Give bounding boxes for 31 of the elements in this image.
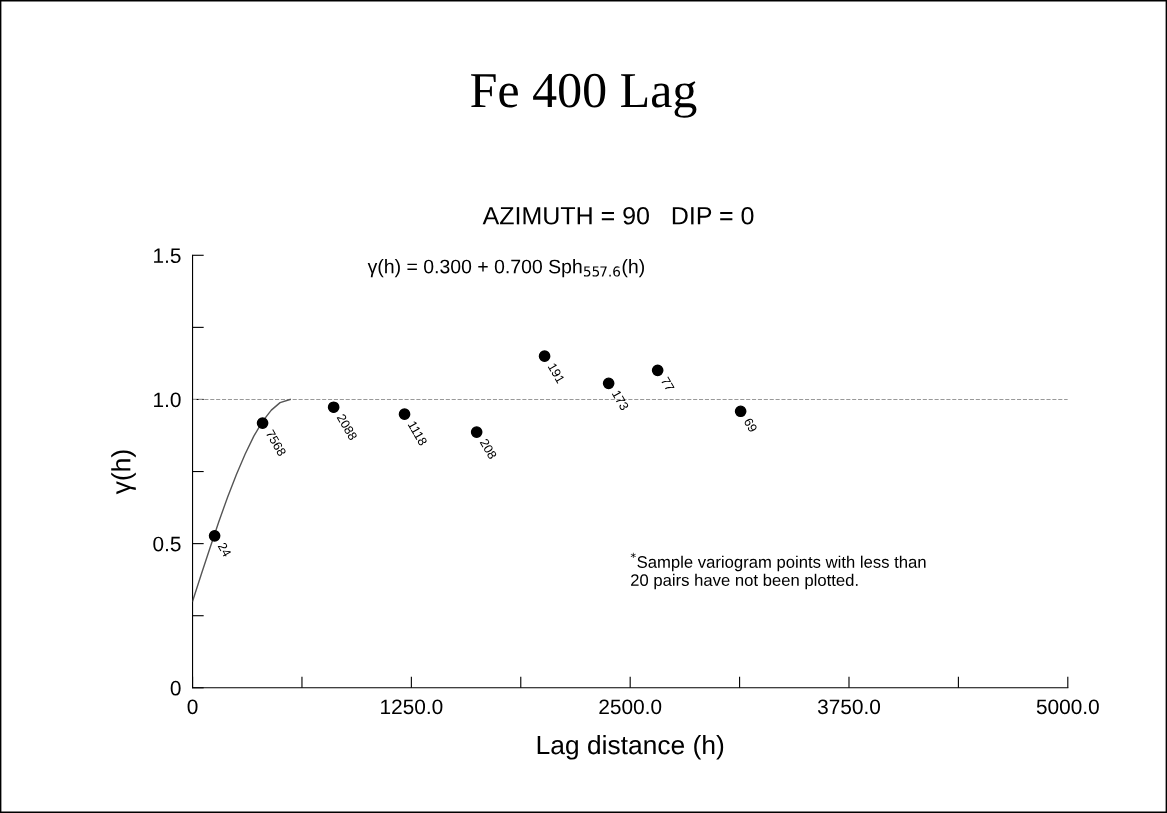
y-tick-label: 1.5 — [154, 248, 181, 264]
annotation: 191 — [547, 362, 566, 384]
annotation: 24 — [217, 541, 232, 558]
x-tick-label: 5000.0 — [1036, 699, 1099, 715]
point — [651, 364, 664, 377]
point — [734, 405, 747, 418]
chart-title: Fe 400 Lag — [471, 73, 697, 118]
annotation: 173 — [611, 389, 630, 411]
annotation: $^{*}$Sample variogram points with less than 20 pairs have not been plotted. — [630, 552, 926, 590]
point — [327, 401, 340, 414]
annotation: 208 — [479, 438, 498, 460]
point — [538, 350, 551, 363]
chart-subtitle: AZIMUTH = 90 DIP = 0 — [482, 206, 754, 225]
point — [256, 417, 269, 429]
point — [602, 377, 615, 390]
y-tick-label: 1.0 — [154, 392, 181, 408]
y-axis-title: γ(h) — [111, 450, 136, 495]
point — [208, 529, 221, 542]
y-tick-label: 0.5 — [153, 536, 181, 552]
x-axis-title: Lag distance (h) — [537, 735, 724, 760]
point — [398, 408, 411, 421]
x-tick-label: 1250.0 — [381, 699, 443, 715]
annotation: 69 — [743, 417, 758, 433]
x-tick-label: 3750.0 — [817, 699, 881, 715]
point — [470, 426, 483, 438]
annotation: 77 — [660, 376, 675, 392]
annotation: γ(h) = 0.300 + 0.700 Sph$_{557.6}$(h) — [367, 259, 644, 278]
x-tick-label: 0 — [187, 699, 198, 715]
x-tick-label: 2500.0 — [599, 699, 662, 715]
line-series — [192, 398, 291, 602]
y-tick-label: 0 — [170, 680, 181, 696]
